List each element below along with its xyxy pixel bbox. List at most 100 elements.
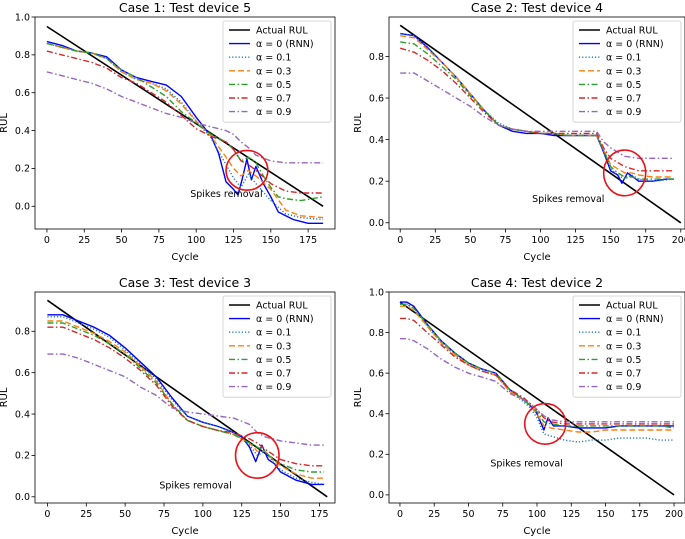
- x-tick-label: 125: [233, 509, 251, 520]
- legend-label-2: α = 0.1: [256, 53, 291, 64]
- chart-title: Case 2: Test device 4: [471, 0, 603, 15]
- annotation-text: Spikes removal: [159, 481, 231, 492]
- x-tick-label: 150: [596, 509, 614, 520]
- plot-frame: [34, 291, 336, 504]
- legend-label-4: α = 0.5: [256, 80, 291, 91]
- y-tick-label: 0.8: [369, 52, 384, 63]
- plot-frame: [388, 291, 685, 504]
- series-line-5: [400, 47, 674, 172]
- series-line-4: [400, 303, 675, 429]
- y-tick-label: 0.0: [15, 492, 30, 503]
- series-line-4: [46, 42, 324, 202]
- x-tick-label: 25: [428, 509, 440, 520]
- series-line-2: [400, 303, 674, 443]
- chart-title: Case 1: Test device 5: [119, 0, 251, 15]
- legend-label-1: α = 0 (RNN): [256, 314, 314, 325]
- legend-label-0: Actual RUL: [256, 301, 308, 312]
- legend-label-5: α = 0.7: [606, 369, 641, 380]
- series-line-3: [400, 305, 674, 433]
- y-tick-label: 0.8: [15, 50, 30, 61]
- legend-label-2: α = 0.1: [606, 328, 641, 339]
- x-tick-label: 175: [637, 235, 655, 246]
- x-tick-label: 25: [429, 235, 441, 246]
- series-line-6: [400, 72, 674, 160]
- legend-label-3: α = 0.3: [256, 341, 291, 352]
- y-tick-label: 0.4: [15, 126, 30, 137]
- y-tick-label: 0.0: [369, 218, 384, 229]
- chart-title: Case 4: Test device 2: [471, 275, 603, 290]
- x-tick-label: 100: [194, 509, 212, 520]
- spike-highlight-circle: [234, 431, 280, 479]
- series-line-0: [399, 301, 675, 496]
- y-tick-label: 0.2: [15, 451, 30, 462]
- x-tick-label: 75: [153, 235, 165, 246]
- legend-label-3: α = 0.3: [606, 341, 641, 352]
- legend-label-2: α = 0.1: [606, 53, 641, 64]
- annotation-text: Spikes removal: [532, 194, 604, 205]
- x-axis-label: Cycle: [171, 252, 198, 263]
- annotation-text: Spikes removal: [190, 189, 262, 200]
- x-tick-label: 150: [272, 509, 290, 520]
- x-tick-label: 150: [602, 235, 620, 246]
- y-tick-label: 0.2: [15, 164, 30, 175]
- legend-label-0: Actual RUL: [256, 26, 308, 37]
- plot-frame: [34, 16, 336, 230]
- x-tick-label: 50: [119, 509, 131, 520]
- legend-box: [222, 20, 332, 123]
- legend-label-3: α = 0.3: [606, 66, 641, 77]
- subplot-3: Case 3: Test device 3 0 25 50 75 100 125 150 175…: [0, 275, 336, 537]
- y-tick-label: 0.6: [369, 93, 384, 104]
- x-tick-label: 100: [531, 235, 549, 246]
- y-tick-label: 0.4: [369, 135, 384, 146]
- x-tick-label: 125: [567, 235, 585, 246]
- y-tick-label: 0.2: [369, 450, 384, 461]
- series-line-4: [400, 41, 674, 180]
- x-tick-label: 0: [44, 235, 50, 246]
- legend-box: [572, 295, 682, 398]
- y-tick-label: 0.2: [369, 176, 384, 187]
- spike-highlight-circle: [225, 149, 269, 191]
- legend-label-6: α = 0.9: [256, 107, 291, 118]
- legend-box: [572, 20, 682, 123]
- legend-label-1: α = 0 (RNN): [606, 39, 664, 50]
- x-tick-label: 100: [528, 509, 546, 520]
- x-tick-label: 50: [116, 235, 128, 246]
- series-line-2: [47, 316, 325, 486]
- x-tick-label: 0: [44, 509, 50, 520]
- legend-label-1: α = 0 (RNN): [606, 314, 664, 325]
- y-tick-label: 0.4: [15, 409, 30, 420]
- legend-label-0: Actual RUL: [606, 301, 658, 312]
- series-line-2: [400, 32, 674, 182]
- x-tick-label: 200: [665, 509, 683, 520]
- series-group: [399, 24, 682, 224]
- annotation-text: Spikes removal: [490, 458, 562, 469]
- y-tick-label: 1.0: [15, 12, 30, 23]
- x-tick-label: 0: [397, 235, 403, 246]
- x-tick-label: 75: [497, 509, 509, 520]
- spike-highlight-circle: [602, 149, 647, 197]
- legend-label-0: Actual RUL: [606, 26, 658, 37]
- subplot-1: Case 1: Test device 5 0 25 50 75 100 125 150 175…: [0, 0, 336, 263]
- legend-label-6: α = 0.9: [256, 382, 291, 393]
- y-axis-label: RUL: [0, 113, 10, 133]
- x-tick-label: 175: [299, 235, 317, 246]
- legend-label-4: α = 0.5: [606, 355, 641, 366]
- legend-label-4: α = 0.5: [606, 80, 641, 91]
- y-axis-label: RUL: [353, 113, 364, 133]
- series-line-5: [47, 326, 325, 467]
- y-tick-label: 0.0: [369, 490, 384, 501]
- x-tick-label: 0: [397, 509, 403, 520]
- x-tick-label: 175: [310, 509, 328, 520]
- y-tick-label: 0.6: [15, 368, 30, 379]
- subplot-4: Case 4: Test device 2 0 25 50 75 100 125 150 175…: [353, 275, 685, 537]
- legend-label-5: α = 0.7: [256, 369, 291, 380]
- y-tick-label: 0.8: [15, 327, 30, 338]
- series-line-0: [399, 24, 682, 224]
- legend-label-1: α = 0 (RNN): [256, 39, 314, 50]
- y-tick-label: 0.8: [369, 328, 384, 339]
- legend-label-4: α = 0.5: [256, 355, 291, 366]
- spike-highlight-circle: [523, 402, 567, 445]
- series-line-0: [46, 25, 324, 207]
- series-line-1: [46, 40, 324, 225]
